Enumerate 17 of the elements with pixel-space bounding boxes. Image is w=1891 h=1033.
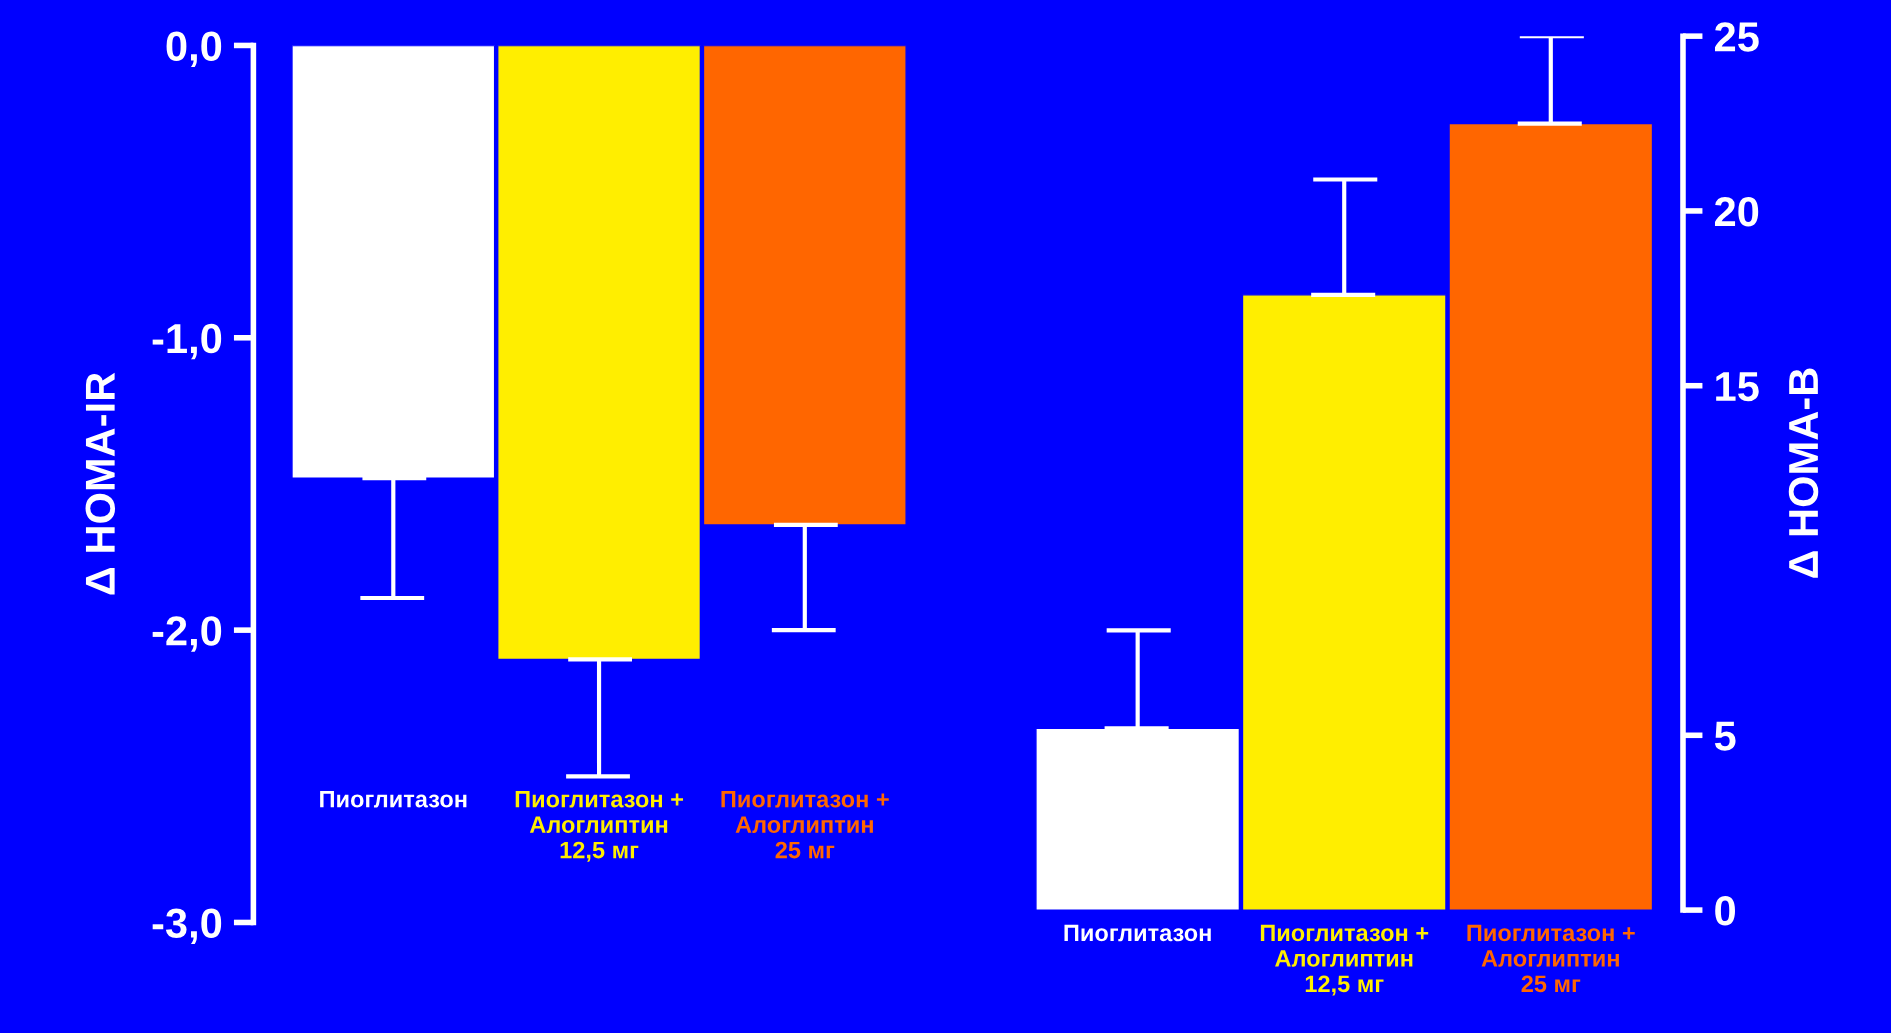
y-tick-label: 15	[1716, 372, 1759, 402]
x-tick-label: Пиоглитазон + Алоглиптин 12,5 мг	[515, 791, 684, 862]
y-tick-label: 0	[1715, 896, 1736, 926]
x-tick-label: Пиоглитазон + Алоглиптин 12,5 мг	[1260, 924, 1429, 996]
y-tick-label: 25	[1714, 22, 1759, 52]
y-tick-label: 20	[1714, 196, 1759, 227]
x-tick-label: Пиоглитазон	[1064, 924, 1211, 942]
y-tick-label: 5	[1714, 721, 1736, 751]
x-tick-label: Пиоглитазон	[320, 791, 467, 808]
x-tick-label: Пиоглитазон + Алоглиптин 25 мг	[721, 791, 889, 859]
y-tick-label: 0,0	[166, 31, 222, 67]
y-tick-label: -2,0	[152, 616, 222, 652]
y-axis-title: Δ HOMA-IR	[85, 372, 116, 595]
y-tick-label: -1,0	[152, 323, 222, 360]
y-axis-title: Δ HOMA-B	[1788, 368, 1819, 578]
x-tick-label: Пиоглитазон + Алоглиптин 25 мг	[1467, 924, 1635, 993]
y-tick-label: -3,0	[152, 908, 222, 945]
